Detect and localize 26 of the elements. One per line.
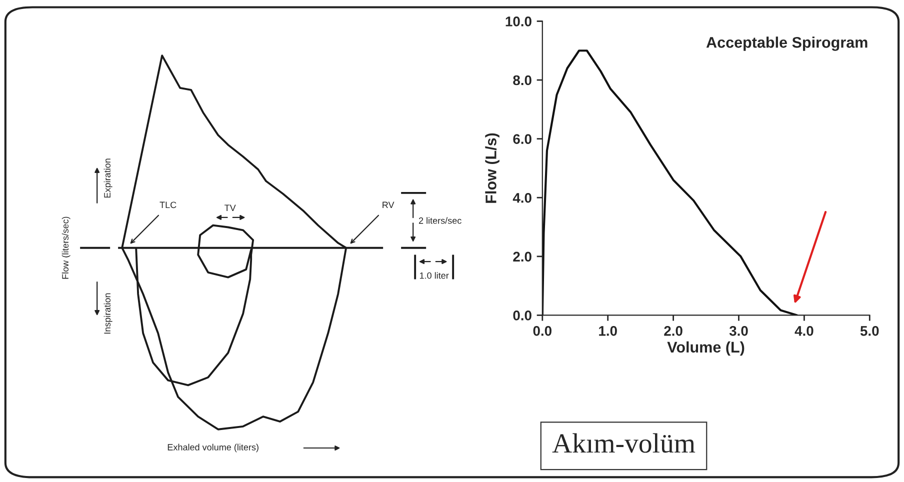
text: Expiration xyxy=(104,158,112,198)
x-tick-label: 4.0 xyxy=(794,326,814,336)
x-tick-label: 2.0 xyxy=(664,326,682,336)
text: 2 liters/sec xyxy=(418,217,462,224)
text: Flow (liters/sec) xyxy=(62,216,70,279)
text: Acceptable Spirogram xyxy=(706,36,868,51)
y-tick-label: 2.0 xyxy=(513,252,532,262)
y-tick-label: 4.0 xyxy=(512,192,532,203)
x-tick-label: 1.0 xyxy=(599,326,617,336)
text: TLC xyxy=(160,202,176,208)
x-tick-label: 3.0 xyxy=(729,326,748,336)
x-tick-label: 5.0 xyxy=(860,326,879,336)
line-series xyxy=(542,50,798,316)
y-tick-label: 10.0 xyxy=(506,16,532,26)
text: Inspiration xyxy=(104,293,112,334)
text: TV xyxy=(224,204,236,211)
text: RV xyxy=(382,202,394,208)
text: Akım-volüm xyxy=(552,433,696,453)
text: 1.0 liter xyxy=(420,272,449,279)
text: Exhaled volume (liters) xyxy=(168,444,258,452)
y-tick-label: 8.0 xyxy=(513,75,532,86)
x-tick-label: 0.0 xyxy=(533,326,552,336)
y-axis-title: Flow (L/s) xyxy=(485,133,500,203)
y-tick-label: 0.0 xyxy=(513,310,532,320)
x-axis-title: Volume (L) xyxy=(667,341,744,356)
y-tick-label: 6.0 xyxy=(513,134,532,144)
